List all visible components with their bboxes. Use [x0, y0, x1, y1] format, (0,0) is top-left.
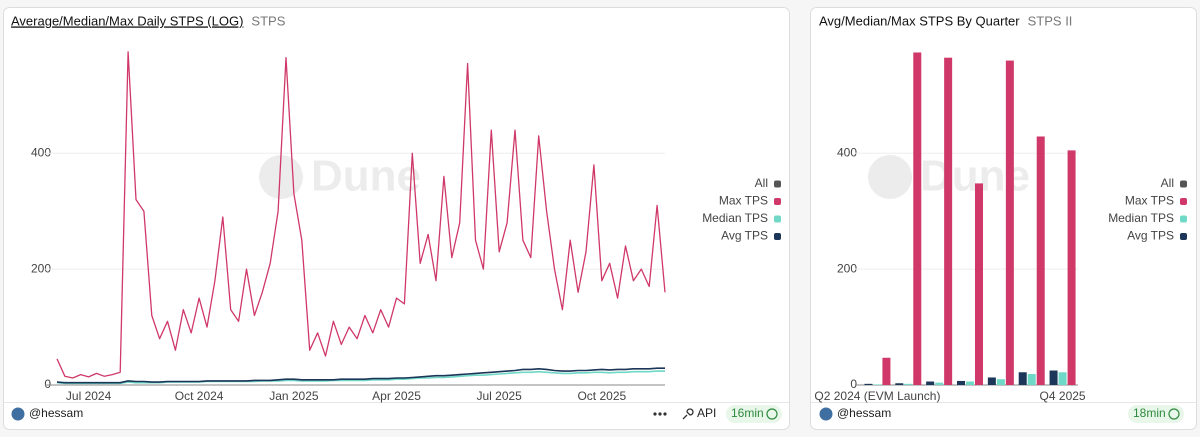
x-tick-label: Jul 2024	[66, 389, 112, 403]
panel-card	[810, 7, 1197, 430]
x-tick-label: Q4 2025	[1040, 389, 1086, 403]
bar	[966, 381, 974, 385]
legend-swatch	[774, 233, 781, 240]
bar	[1018, 372, 1027, 385]
legend-label[interactable]: Avg TPS	[721, 229, 768, 243]
x-tick-label: Q2 2024 (EVM Launch)	[814, 389, 940, 403]
bar	[1027, 373, 1036, 385]
author[interactable]: @hessam	[837, 406, 891, 420]
bar	[987, 377, 996, 385]
bar	[926, 381, 935, 385]
bar	[882, 357, 891, 385]
check-icon	[766, 408, 778, 420]
legend-swatch	[774, 180, 781, 188]
bar	[913, 52, 922, 385]
age-badge	[726, 405, 782, 423]
line-series	[56, 367, 665, 384]
bar	[957, 380, 965, 385]
chart-title: Average/Median/Max Daily STPS (LOG)	[11, 13, 243, 28]
chart-subtitle: STPS	[251, 13, 285, 28]
panel-card	[3, 7, 790, 430]
x-tick-label: Apr 2025	[372, 389, 421, 403]
y-tick-label: 200	[31, 261, 51, 275]
chart-subtitle: STPS II	[1028, 13, 1073, 28]
legend-label[interactable]: Median TPS	[1108, 211, 1174, 225]
bar	[895, 383, 904, 385]
bar	[935, 382, 944, 385]
bar	[944, 57, 953, 385]
line-series	[56, 51, 666, 379]
bar	[996, 379, 1005, 385]
legend-toggle[interactable]: All	[1161, 176, 1174, 190]
more-menu[interactable]	[653, 412, 667, 416]
legend-toggle[interactable]: All	[755, 176, 768, 190]
api-link[interactable]: API	[697, 406, 716, 420]
age: 18min	[1133, 406, 1166, 420]
api-icon	[682, 408, 694, 420]
x-tick-label: Jan 2025	[269, 389, 319, 403]
legend-label[interactable]: Avg TPS	[1127, 229, 1174, 243]
watermark: Dune	[311, 152, 421, 201]
age-badge	[1128, 405, 1184, 423]
bar	[864, 383, 873, 385]
y-tick-label: 200	[837, 261, 857, 275]
y-tick-label: 0	[850, 377, 857, 391]
legend-swatch	[1180, 180, 1187, 188]
bar	[1058, 372, 1067, 385]
y-tick-label: 400	[31, 145, 51, 159]
x-tick-label: Jul 2025	[476, 389, 522, 403]
bar	[1005, 60, 1014, 385]
legend-swatch	[774, 198, 781, 205]
legend-swatch	[774, 215, 781, 223]
bar	[904, 383, 913, 385]
x-tick-label: Oct 2025	[577, 389, 626, 403]
author[interactable]: @hessam	[29, 406, 83, 420]
bar	[873, 384, 882, 385]
bar	[1067, 150, 1076, 385]
age: 16min	[731, 406, 764, 420]
y-tick-label: 0	[44, 377, 51, 391]
bar	[1036, 136, 1045, 385]
legend-label[interactable]: Median TPS	[702, 211, 768, 225]
x-tick-label: Oct 2024	[175, 389, 224, 403]
legend-swatch	[1180, 198, 1187, 205]
y-tick-label: 400	[837, 145, 857, 159]
legend-swatch	[1180, 215, 1187, 223]
bar	[975, 183, 983, 385]
watermark-logo	[868, 155, 912, 199]
check-icon	[1168, 408, 1180, 420]
legend-label[interactable]: Max TPS	[719, 194, 768, 208]
legend-swatch	[1180, 233, 1187, 240]
chart-title: Avg/Median/Max STPS By Quarter	[819, 13, 1020, 28]
legend-label[interactable]: Max TPS	[1125, 194, 1174, 208]
avatar[interactable]	[819, 407, 833, 421]
avatar[interactable]	[11, 407, 25, 421]
bar	[1049, 370, 1058, 385]
